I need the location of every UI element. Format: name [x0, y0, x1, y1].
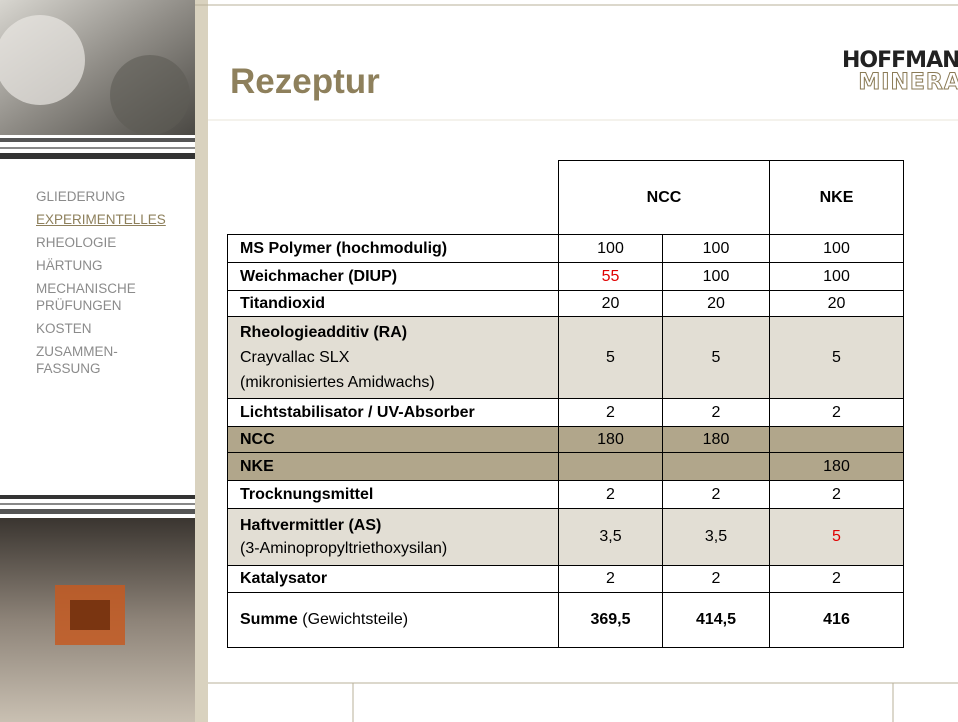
- logo: HOFFMANN MINERAL: [842, 48, 958, 95]
- logo-line: HOFFMANN: [842, 48, 958, 73]
- slide-title: Rezeptur: [230, 62, 380, 101]
- nav-item[interactable]: MECHANISCHE PRÜFUNGEN: [36, 281, 136, 313]
- cell: 2: [769, 398, 904, 427]
- row-label: Rheologieadditiv (RA): [240, 324, 408, 341]
- cell: 2: [558, 480, 663, 509]
- cell: 2: [769, 480, 904, 509]
- header-cell: NKE: [769, 160, 904, 235]
- row-label: Titandioxid: [227, 290, 559, 317]
- cell: 20: [662, 290, 770, 317]
- row-label: Lichtstabilisator / UV-Absorber: [227, 398, 559, 427]
- cell: 5: [769, 316, 904, 399]
- header-cell: NCC: [558, 160, 770, 235]
- nav-item[interactable]: KOSTEN: [36, 321, 92, 336]
- cell: 100: [662, 262, 770, 291]
- cell: 100: [769, 262, 904, 291]
- cell: 180: [558, 426, 663, 453]
- row-label: Weichmacher (DIUP): [227, 262, 559, 291]
- cell: 414,5: [662, 592, 770, 648]
- row-label-cell: Summe (Gewichtsteile): [227, 592, 559, 648]
- cell: 2: [662, 480, 770, 509]
- cell: 3,5: [558, 508, 663, 566]
- cell: 416: [769, 592, 904, 648]
- cell: [769, 426, 904, 453]
- row-label: NKE: [227, 452, 559, 481]
- row-label-cell: Haftvermittler (AS) (3-Aminopropyltrietho…: [227, 508, 559, 566]
- cell: [662, 452, 770, 481]
- cell: 5: [662, 316, 770, 399]
- nav-item[interactable]: ZUSAMMEN- FASSUNG: [36, 344, 118, 376]
- cell: 369,5: [558, 592, 663, 648]
- row-label: Katalysator: [227, 565, 559, 593]
- cell: 2: [558, 398, 663, 427]
- cell: 2: [662, 398, 770, 427]
- cell: [558, 452, 663, 481]
- row-label: MS Polymer (hochmodulig): [227, 234, 559, 263]
- row-label: Summe: [240, 611, 298, 628]
- cell: 55: [558, 262, 663, 291]
- cell: 2: [769, 565, 904, 593]
- cell: 100: [558, 234, 663, 263]
- row-sublabel: Crayvallac SLX: [240, 349, 350, 366]
- cell: 20: [769, 290, 904, 317]
- row-sublabel: (Gewichtsteile): [302, 611, 409, 628]
- row-label: Haftvermittler (AS): [240, 517, 382, 534]
- nav: GLIEDERUNG EXPERIMENTELLES RHEOLOGIE HÄR…: [36, 188, 166, 383]
- nav-item[interactable]: EXPERIMENTELLES: [36, 212, 166, 227]
- nav-item[interactable]: RHEOLOGIE: [36, 235, 117, 250]
- nav-item[interactable]: HÄRTUNG: [36, 258, 103, 273]
- row-label: Trocknungsmittel: [227, 480, 559, 509]
- nav-item[interactable]: GLIEDERUNG: [36, 189, 126, 204]
- logo-line: MINERAL: [858, 70, 958, 95]
- cell: 100: [662, 234, 770, 263]
- cell: 3,5: [662, 508, 770, 566]
- cell: 100: [769, 234, 904, 263]
- cell: 2: [558, 565, 663, 593]
- cell: 5: [769, 508, 904, 566]
- recipe-table: NCC NKE MS Polymer (hochmodulig) 100 100 10…: [227, 160, 904, 648]
- row-sublabel: (mikronisiertes Amidwachs): [240, 374, 435, 391]
- cell: 2: [662, 565, 770, 593]
- cell: 180: [662, 426, 770, 453]
- cell: 5: [558, 316, 663, 399]
- cell: 20: [558, 290, 663, 317]
- row-label-cell: Rheologieadditiv (RA) Crayvallac SLX (mikr…: [227, 316, 559, 399]
- corner-cell: [227, 160, 559, 235]
- row-sublabel: (3-Aminopropyltriethoxysilan): [240, 540, 448, 557]
- row-label: NCC: [227, 426, 559, 453]
- cell: 180: [769, 452, 904, 481]
